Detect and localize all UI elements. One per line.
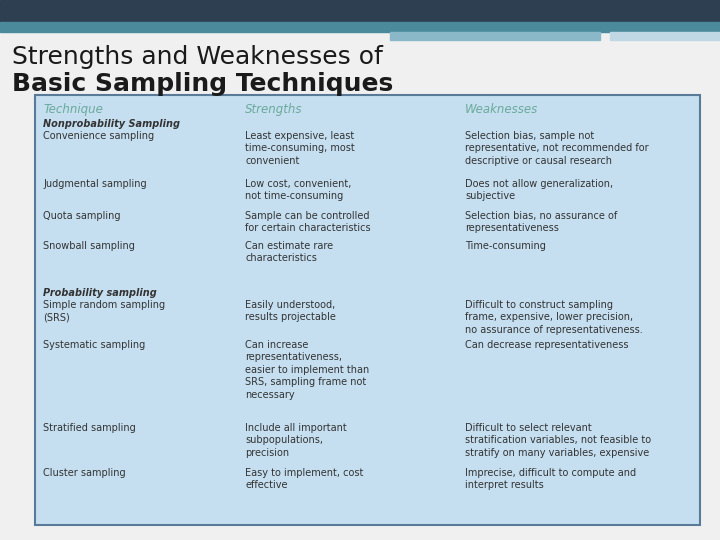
- Text: Basic Sampling Techniques: Basic Sampling Techniques: [12, 72, 393, 96]
- Text: Systematic sampling: Systematic sampling: [43, 340, 145, 350]
- Text: Nonprobability Sampling: Nonprobability Sampling: [43, 119, 180, 129]
- Text: Strengths and Weaknesses of: Strengths and Weaknesses of: [12, 45, 383, 69]
- Text: Selection bias, no assurance of
representativeness: Selection bias, no assurance of represen…: [465, 211, 617, 233]
- Text: Cluster sampling: Cluster sampling: [43, 468, 125, 478]
- Text: Sample can be controlled
for certain characteristics: Sample can be controlled for certain cha…: [245, 211, 371, 233]
- Text: Simple random sampling
(SRS): Simple random sampling (SRS): [43, 300, 165, 322]
- Text: Strengths: Strengths: [245, 103, 302, 116]
- Text: Low cost, convenient,
not time-consuming: Low cost, convenient, not time-consuming: [245, 179, 351, 201]
- Text: Time-consuming: Time-consuming: [465, 241, 546, 251]
- Text: Quota sampling: Quota sampling: [43, 211, 120, 221]
- Text: Weaknesses: Weaknesses: [465, 103, 539, 116]
- Text: Least expensive, least
time-consuming, most
convenient: Least expensive, least time-consuming, m…: [245, 131, 355, 166]
- Text: Convenience sampling: Convenience sampling: [43, 131, 154, 141]
- Text: Judgmental sampling: Judgmental sampling: [43, 179, 147, 189]
- Text: Snowball sampling: Snowball sampling: [43, 241, 135, 251]
- Text: Technique: Technique: [43, 103, 103, 116]
- Text: Stratified sampling: Stratified sampling: [43, 423, 136, 433]
- Text: Difficult to select relevant
stratification variables, not feasible to
stratify : Difficult to select relevant stratificat…: [465, 423, 651, 458]
- Text: Does not allow generalization,
subjective: Does not allow generalization, subjectiv…: [465, 179, 613, 201]
- Bar: [0, 22, 720, 32]
- Text: Difficult to construct sampling
frame, expensive, lower precision,
no assurance : Difficult to construct sampling frame, e…: [465, 300, 643, 335]
- Text: Imprecise, difficult to compute and
interpret results: Imprecise, difficult to compute and inte…: [465, 468, 636, 490]
- Text: Probability sampling: Probability sampling: [43, 288, 157, 298]
- Text: Easily understood,
results projectable: Easily understood, results projectable: [245, 300, 336, 322]
- Text: Include all important
subpopulations,
precision: Include all important subpopulations, pr…: [245, 423, 347, 458]
- Bar: [35, 95, 700, 525]
- Bar: [610, 32, 720, 40]
- Text: Easy to implement, cost
effective: Easy to implement, cost effective: [245, 468, 364, 490]
- Text: Selection bias, sample not
representative, not recommended for
descriptive or ca: Selection bias, sample not representativ…: [465, 131, 649, 166]
- Text: Can increase
representativeness,
easier to implement than
SRS, sampling frame no: Can increase representativeness, easier …: [245, 340, 369, 400]
- Text: Can estimate rare
characteristics: Can estimate rare characteristics: [245, 241, 333, 264]
- Text: Can decrease representativeness: Can decrease representativeness: [465, 340, 629, 350]
- Bar: [0, 0, 720, 22]
- Bar: [390, 32, 600, 40]
